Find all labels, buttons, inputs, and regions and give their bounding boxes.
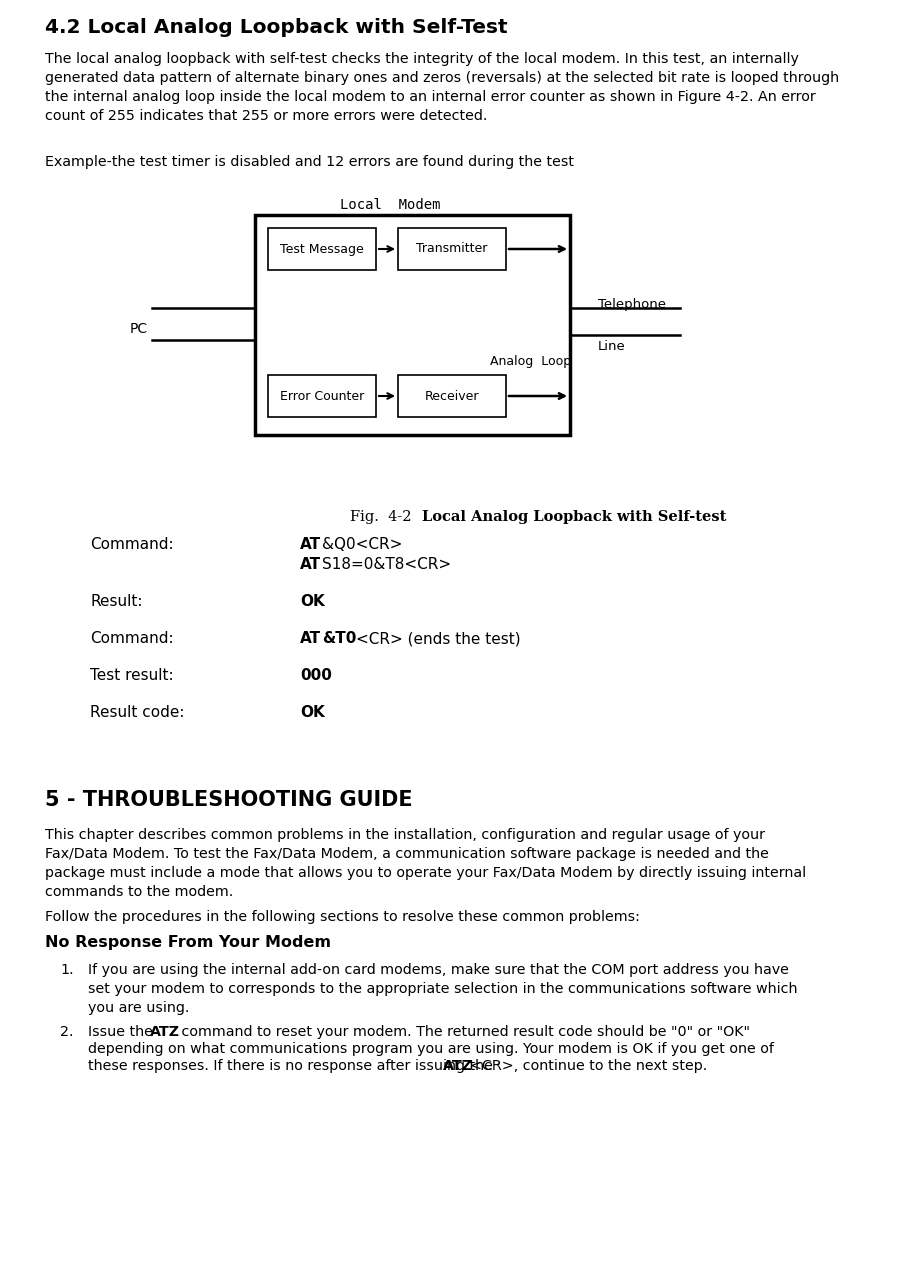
Text: Analog  Loop: Analog Loop bbox=[490, 355, 571, 368]
Text: Error Counter: Error Counter bbox=[280, 390, 364, 403]
Text: Line: Line bbox=[598, 340, 626, 353]
Text: 2.: 2. bbox=[60, 1025, 74, 1039]
Bar bbox=[398, 228, 506, 269]
Text: The local analog loopback with self-test checks the integrity of the local modem: The local analog loopback with self-test… bbox=[45, 53, 839, 123]
Text: these responses. If there is no response after issuing the: these responses. If there is no response… bbox=[88, 1058, 497, 1073]
Text: command to reset your modem. The returned result code should be "0" or "OK": command to reset your modem. The returne… bbox=[177, 1025, 750, 1039]
Text: AT: AT bbox=[300, 631, 321, 647]
Text: 000: 000 bbox=[300, 668, 332, 683]
Text: Test result:: Test result: bbox=[90, 668, 173, 683]
Text: If you are using the internal add-on card modems, make sure that the COM port ad: If you are using the internal add-on car… bbox=[88, 964, 797, 1015]
Text: This chapter describes common problems in the installation, configuration and re: This chapter describes common problems i… bbox=[45, 828, 806, 899]
Text: OK: OK bbox=[300, 704, 325, 720]
Text: Telephone: Telephone bbox=[598, 298, 666, 310]
Text: Local Analog Loopback with Self-test: Local Analog Loopback with Self-test bbox=[422, 511, 726, 523]
Text: Command:: Command: bbox=[90, 631, 173, 647]
Text: Example-the test timer is disabled and 12 errors are found during the test: Example-the test timer is disabled and 1… bbox=[45, 155, 574, 169]
Text: ATZ: ATZ bbox=[150, 1025, 180, 1039]
Text: <CR> (ends the test): <CR> (ends the test) bbox=[356, 631, 521, 647]
Text: Issue the: Issue the bbox=[88, 1025, 157, 1039]
Text: OK: OK bbox=[300, 594, 325, 609]
Text: AT: AT bbox=[300, 538, 321, 552]
Text: Result code:: Result code: bbox=[90, 704, 184, 720]
Text: Local  Modem: Local Modem bbox=[339, 198, 440, 212]
Text: 4.2 Local Analog Loopback with Self-Test: 4.2 Local Analog Loopback with Self-Test bbox=[45, 18, 507, 37]
Text: S18=0&T8<CR>: S18=0&T8<CR> bbox=[322, 557, 451, 572]
Text: Fig.  4-2: Fig. 4-2 bbox=[350, 511, 430, 523]
Bar bbox=[268, 375, 376, 417]
Text: depending on what communications program you are using. Your modem is OK if you : depending on what communications program… bbox=[88, 1042, 774, 1056]
Text: Result:: Result: bbox=[90, 594, 143, 609]
Text: Transmitter: Transmitter bbox=[417, 242, 488, 255]
Text: Command:: Command: bbox=[90, 538, 173, 552]
Bar bbox=[398, 375, 506, 417]
Bar bbox=[255, 216, 570, 435]
Text: Follow the procedures in the following sections to resolve these common problems: Follow the procedures in the following s… bbox=[45, 910, 640, 924]
Text: 5 - THROUBLESHOOTING GUIDE: 5 - THROUBLESHOOTING GUIDE bbox=[45, 790, 412, 810]
Text: AT: AT bbox=[300, 557, 321, 572]
Text: Receiver: Receiver bbox=[425, 390, 480, 403]
Text: 1.: 1. bbox=[60, 964, 74, 976]
Text: No Response From Your Modem: No Response From Your Modem bbox=[45, 935, 331, 949]
Text: PC: PC bbox=[130, 322, 148, 336]
Text: <CR>, continue to the next step.: <CR>, continue to the next step. bbox=[470, 1058, 708, 1073]
Text: ATZ: ATZ bbox=[443, 1058, 473, 1073]
Bar bbox=[268, 228, 376, 269]
Text: Test Message: Test Message bbox=[280, 242, 364, 255]
Text: &Q0<CR>: &Q0<CR> bbox=[322, 538, 402, 552]
Text: &T0: &T0 bbox=[322, 631, 357, 647]
